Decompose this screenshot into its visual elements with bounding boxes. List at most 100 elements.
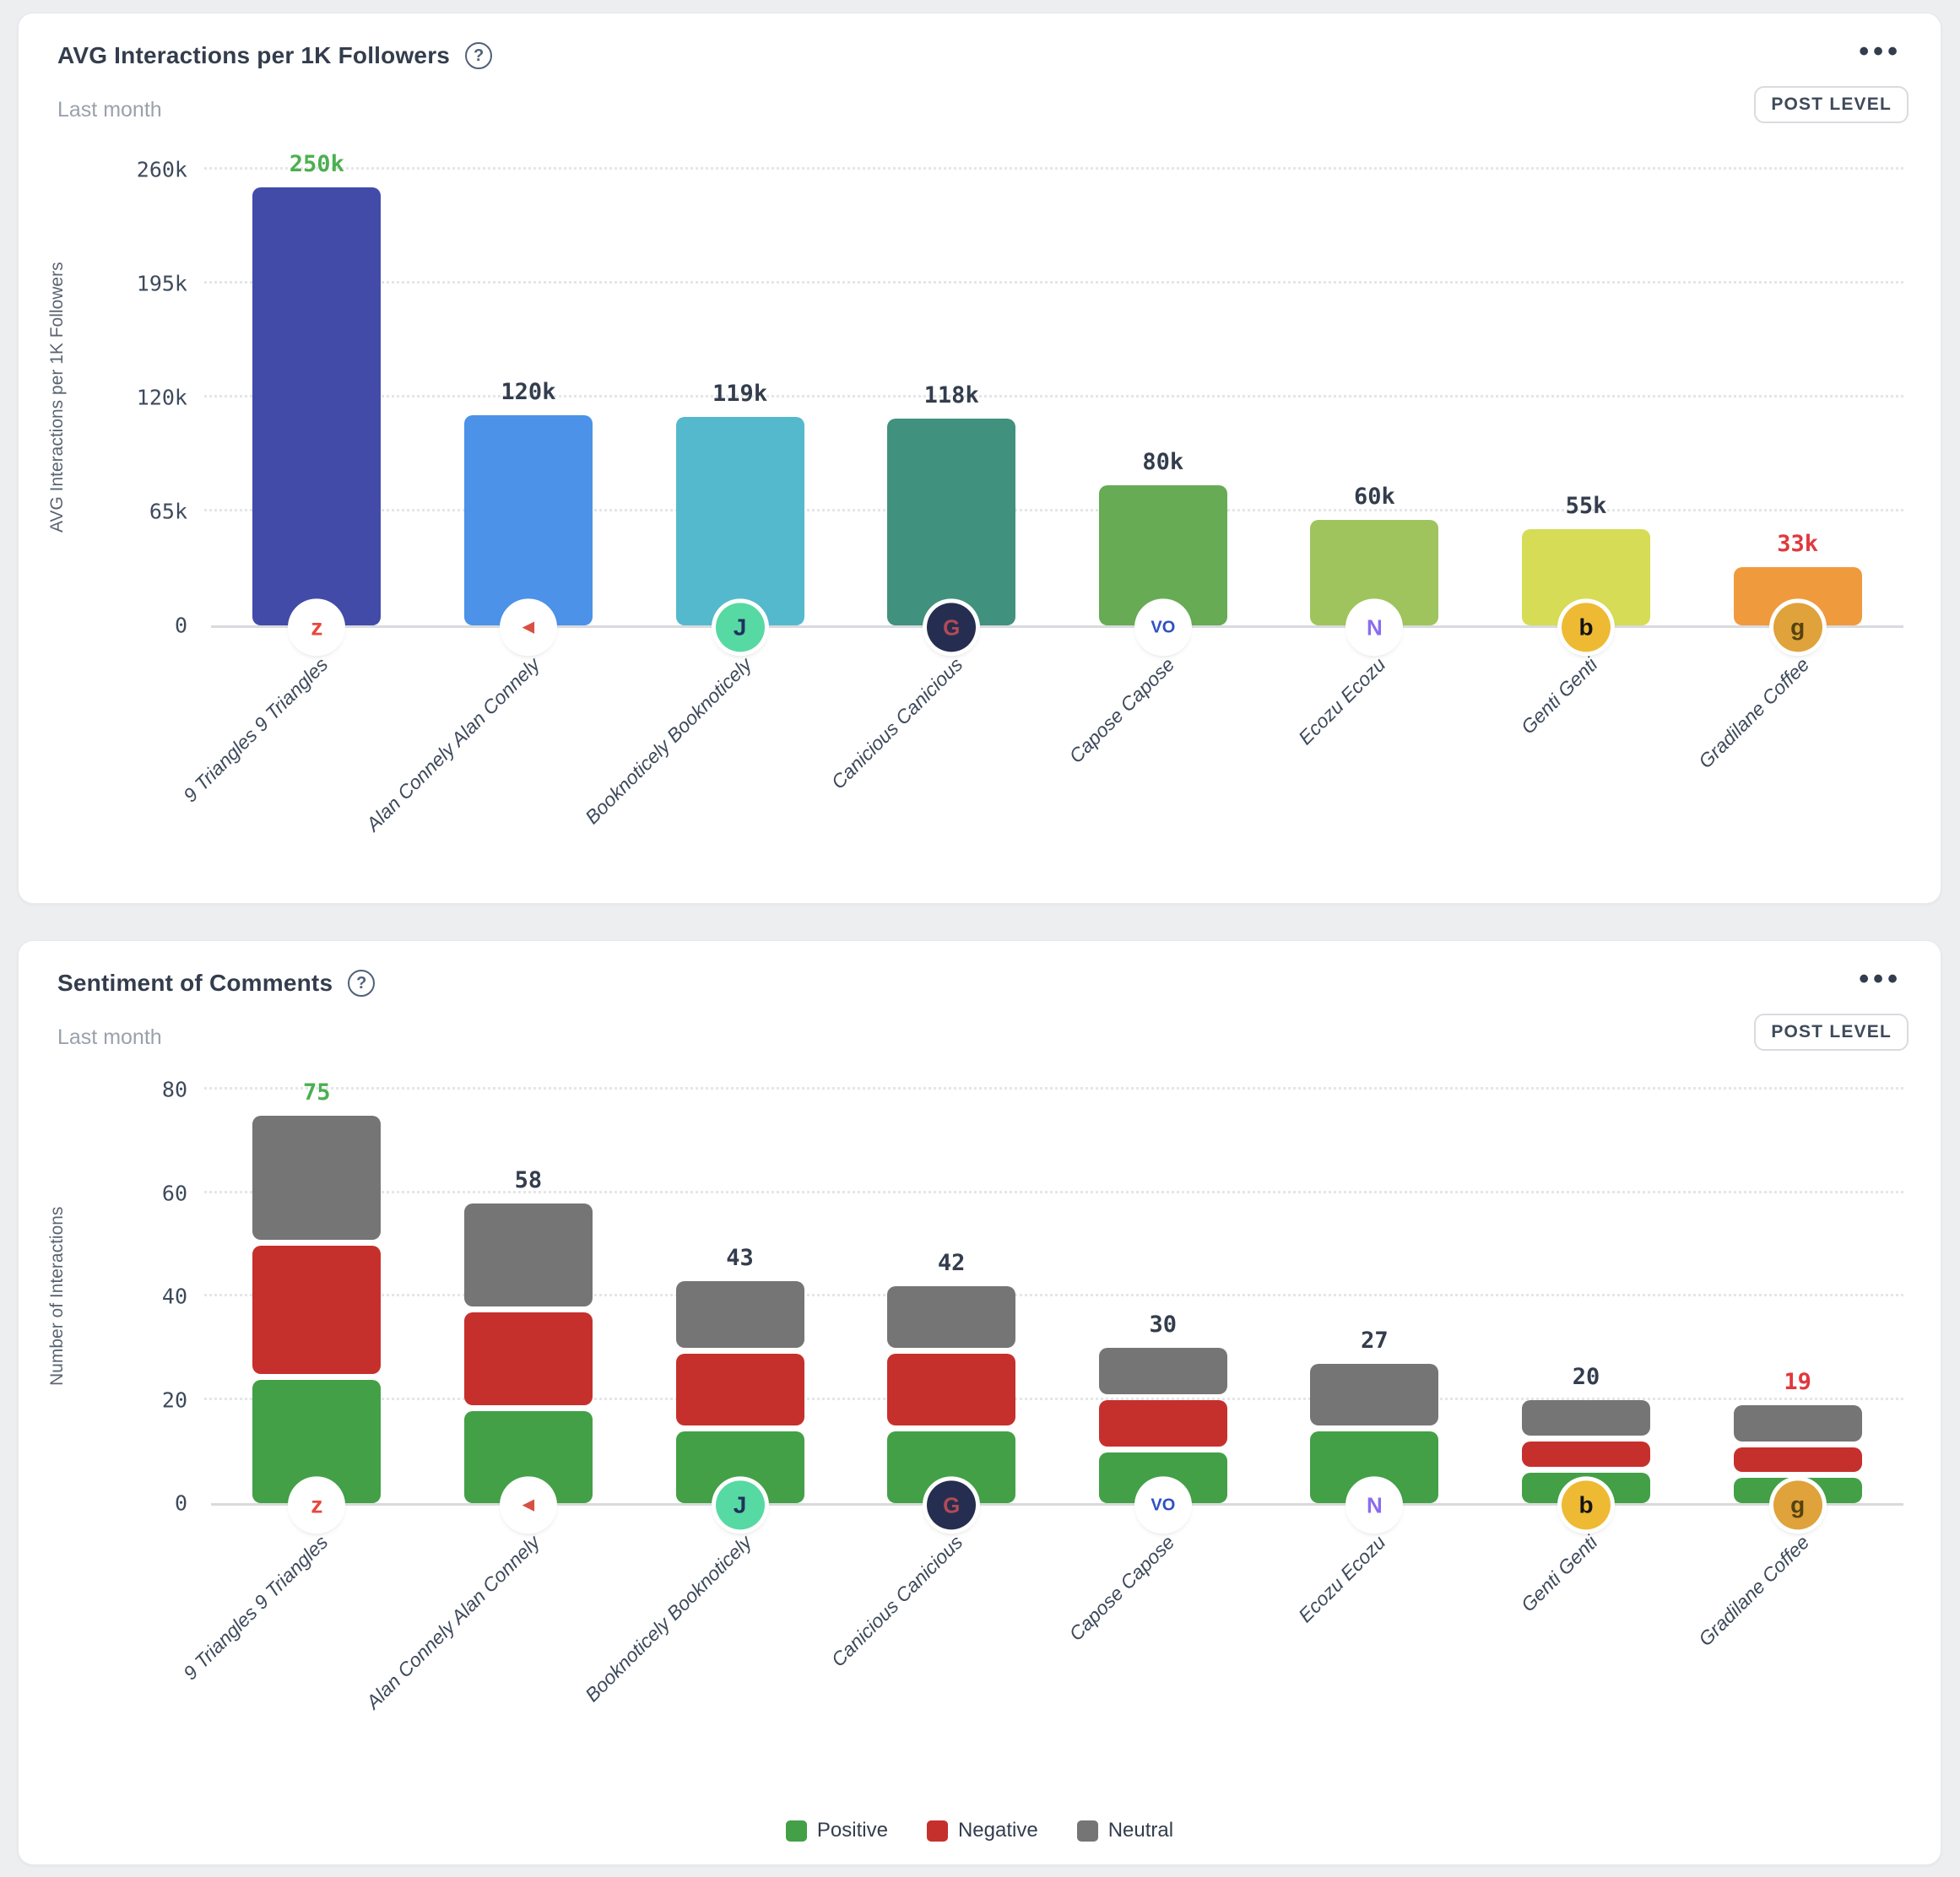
x-label-cell: Gradilane Coffee (1692, 1506, 1903, 1784)
legend-item-neutral[interactable]: Neutral (1076, 1819, 1173, 1842)
y-tick-label: 195k (136, 271, 187, 296)
ellipsis-menu-icon[interactable]: ••• (1859, 963, 1902, 995)
x-label-cell: Gradilane Coffee (1692, 628, 1903, 881)
ecozu-logo: N (1350, 1480, 1400, 1530)
avg-interactions-chart: 0 65k 120k 195k 260k 250k z 120k ◄ 119k J 118k G 80k… (137, 151, 1903, 881)
y-tick-label: 120k (136, 385, 187, 410)
segment-neutral-canicious-canicious[interactable] (887, 1285, 1016, 1349)
bar-capose-capose[interactable] (1098, 484, 1227, 625)
value-label: 42 (937, 1249, 966, 1276)
bar-slot-capose-capose: 30 VO (1058, 1090, 1270, 1530)
legend-item-positive[interactable]: Positive (785, 1819, 888, 1842)
segment-negative-canicious-canicious[interactable] (887, 1354, 1016, 1426)
value-label: 30 (1149, 1312, 1178, 1339)
bar-canicious-canicious[interactable] (887, 418, 1016, 625)
avg-interactions-card: AVG Interactions per 1K Followers ? Last… (18, 13, 1941, 904)
value-label: 80k (1142, 448, 1184, 475)
bar-slot-ecozu-ecozu: 27 N (1269, 1090, 1481, 1530)
segment-neutral-9-triangles-9-triangles[interactable] (252, 1115, 382, 1240)
segment-neutral-capose-capose[interactable] (1098, 1348, 1227, 1395)
x-label-ecozu-ecozu: Ecozu Ecozu (1294, 653, 1390, 749)
gridline (204, 281, 1903, 284)
alan-connely-logo: ◄ (503, 603, 553, 652)
segment-negative-genti-genti[interactable] (1522, 1442, 1651, 1468)
y-axis-title: AVG Interactions per 1K Followers (47, 262, 67, 533)
capose-logo: VO (1138, 1480, 1188, 1530)
gridline (204, 1087, 1903, 1090)
genti-logo: b (1562, 1480, 1611, 1530)
x-label-canicious-canicious: Canicious Canicious (826, 653, 967, 793)
segment-neutral-booknoticely-booknoticely[interactable] (675, 1280, 804, 1349)
9-triangles-logo: z (292, 603, 342, 652)
segment-neutral-alan-connely-alan-connely[interactable] (463, 1203, 593, 1307)
x-label-cell: Capose Capose (1058, 628, 1270, 881)
segment-neutral-gradilane-coffee[interactable] (1733, 1404, 1862, 1442)
sentiment-legend: Positive Negative Neutral (19, 1819, 1941, 1842)
legend-swatch-neutral (1076, 1820, 1098, 1842)
plot-area: 0 20 40 60 80 75 z 58 ◄ 43 J 42 G 30 VO 27 N 20 b 19 g (162, 1078, 1903, 1530)
value-label: 60k (1354, 484, 1395, 511)
bar-9-triangles-9-triangles[interactable] (252, 187, 382, 625)
bar-slot-booknoticely-booknoticely: 119k J (634, 170, 846, 652)
x-axis-labels: 9 Triangles 9 Triangles Alan Connely Alan… (179, 628, 1903, 881)
value-label: 27 (1361, 1327, 1389, 1354)
card-title: AVG Interactions per 1K Followers (57, 42, 451, 68)
alan-connely-logo: ◄ (503, 1480, 553, 1530)
x-label-cell: 9 Triangles 9 Triangles (179, 1506, 423, 1784)
sentiment-chart: 0 20 40 60 80 75 z 58 ◄ 43 J 42 G 30 VO 27 N 20 b 19 g 9 Tr… (162, 1078, 1903, 1784)
segment-neutral-ecozu-ecozu[interactable] (1310, 1363, 1439, 1426)
legend-label: Negative (957, 1819, 1038, 1842)
y-tick-label: 0 (174, 613, 187, 638)
x-label-gradilane-coffee: Gradilane Coffee (1693, 653, 1814, 773)
canicious-logo: G (927, 1480, 977, 1530)
segment-neutral-genti-genti[interactable] (1522, 1399, 1651, 1436)
canicious-logo: G (927, 603, 977, 652)
value-label: 58 (514, 1166, 543, 1193)
x-label-genti-genti: Genti Genti (1516, 1531, 1602, 1616)
ellipsis-menu-icon[interactable]: ••• (1859, 35, 1902, 68)
card-title: Sentiment of Comments (57, 970, 333, 996)
sentiment-card: Sentiment of Comments ? Last month ••• P… (18, 940, 1941, 1865)
capose-logo: VO (1138, 603, 1188, 652)
value-label: 20 (1572, 1363, 1600, 1390)
card-title-row: Sentiment of Comments ? (57, 970, 376, 997)
segment-negative-9-triangles-9-triangles[interactable] (252, 1245, 382, 1374)
segment-negative-booknoticely-booknoticely[interactable] (675, 1354, 804, 1426)
value-label: 33k (1777, 531, 1819, 558)
gridline (204, 509, 1903, 511)
x-label-cell: Alan Connely Alan Connely (362, 1506, 635, 1784)
bar-slot-gradilane-coffee: 33k g (1692, 170, 1903, 652)
value-label: 19 (1784, 1368, 1811, 1395)
x-label-9-triangles-9-triangles: 9 Triangles 9 Triangles (179, 1531, 333, 1685)
help-icon[interactable]: ? (465, 42, 493, 69)
x-label-cell: Genti Genti (1481, 628, 1692, 881)
x-label-ecozu-ecozu: Ecozu Ecozu (1294, 1531, 1390, 1627)
segment-negative-alan-connely-alan-connely[interactable] (463, 1312, 593, 1405)
bar-slot-canicious-canicious: 118k G (846, 170, 1058, 652)
post-level-badge: POST LEVEL (1754, 86, 1909, 123)
x-label-cell: Booknoticely Booknoticely (581, 628, 846, 881)
legend-label: Positive (816, 1819, 888, 1842)
help-icon[interactable]: ? (348, 970, 376, 997)
bar-slot-gradilane-coffee: 19 g (1692, 1090, 1903, 1530)
bar-booknoticely-booknoticely[interactable] (675, 416, 804, 625)
y-tick-label: 260k (136, 157, 187, 182)
bar-slot-canicious-canicious: 42 G (846, 1090, 1058, 1530)
booknoticely-logo: J (715, 1480, 765, 1530)
segment-negative-gradilane-coffee[interactable] (1733, 1447, 1862, 1473)
x-label-gradilane-coffee: Gradilane Coffee (1693, 1531, 1814, 1651)
bars-layer: 75 z 58 ◄ 43 J 42 G 30 VO 27 N 20 b 19 g (211, 1079, 1903, 1530)
bar-slot-genti-genti: 55k b (1481, 170, 1692, 652)
legend-item-negative[interactable]: Negative (926, 1819, 1038, 1842)
gradilane-logo: g (1773, 1480, 1822, 1530)
x-label-9-triangles-9-triangles: 9 Triangles 9 Triangles (179, 653, 333, 807)
x-label-cell: Canicious Canicious (827, 1506, 1058, 1784)
bar-alan-connely-alan-connely[interactable] (463, 414, 593, 625)
segment-negative-capose-capose[interactable] (1098, 1400, 1227, 1447)
value-label: 75 (303, 1079, 331, 1106)
bar-slot-booknoticely-booknoticely: 43 J (634, 1090, 846, 1530)
x-label-cell: Alan Connely Alan Connely (362, 628, 635, 881)
gridline (204, 395, 1903, 398)
value-label: 43 (726, 1244, 754, 1271)
